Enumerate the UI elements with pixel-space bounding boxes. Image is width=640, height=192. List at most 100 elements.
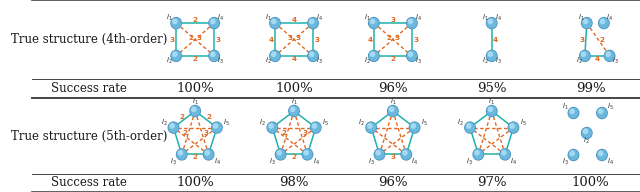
Text: 3: 3 [390,154,396,161]
Text: $I_4$: $I_4$ [312,156,319,166]
Text: 4: 4 [595,56,600,62]
Circle shape [376,151,380,155]
Circle shape [600,18,609,28]
Circle shape [173,52,177,56]
Circle shape [289,106,298,116]
Circle shape [211,19,215,24]
Circle shape [569,150,578,160]
Text: 4: 4 [292,17,296,23]
Circle shape [212,122,222,133]
Text: $I_5$: $I_5$ [322,118,328,128]
Circle shape [302,149,313,160]
Circle shape [582,127,592,138]
Circle shape [570,151,574,156]
Circle shape [486,18,497,29]
Circle shape [170,124,174,128]
Text: $I_4$: $I_4$ [606,13,613,23]
Circle shape [303,150,312,159]
Circle shape [598,151,603,156]
Circle shape [600,19,605,24]
Circle shape [168,122,179,133]
Text: $I_3$: $I_3$ [495,56,502,66]
Circle shape [177,150,186,159]
Text: $I_1$: $I_1$ [166,13,173,23]
Circle shape [271,52,276,56]
Circle shape [488,107,493,112]
Text: $I_4$: $I_4$ [214,156,221,166]
Text: $I_2$: $I_2$ [358,118,365,128]
Text: $I_2$: $I_2$ [259,118,266,128]
Text: $I_4$: $I_4$ [495,13,502,23]
Circle shape [172,18,180,28]
Circle shape [277,151,282,155]
Circle shape [308,51,317,60]
Circle shape [598,109,603,113]
Circle shape [270,50,280,61]
Text: $I_3$: $I_3$ [561,157,568,167]
Text: 2: 2 [189,35,194,41]
Circle shape [375,150,384,159]
Circle shape [569,108,578,118]
Circle shape [271,51,280,60]
Circle shape [500,149,510,160]
Circle shape [467,124,471,128]
Circle shape [275,149,286,160]
Text: $I_1$: $I_1$ [482,13,488,23]
Circle shape [192,107,196,112]
Circle shape [289,105,300,117]
Circle shape [191,106,200,116]
Circle shape [177,149,187,160]
Text: 3: 3 [394,35,399,41]
Circle shape [570,109,574,113]
Text: $I_1$: $I_1$ [364,13,371,23]
Circle shape [367,123,376,132]
Text: 4: 4 [367,36,372,42]
Circle shape [502,151,506,155]
Circle shape [371,19,374,24]
Text: $I_2$: $I_2$ [265,56,272,66]
Text: Success rate: Success rate [51,176,127,190]
Circle shape [308,18,317,28]
Text: $I_3$: $I_3$ [367,156,374,166]
Text: $I_2$: $I_2$ [161,118,167,128]
Circle shape [406,50,417,61]
Circle shape [582,128,591,138]
Text: 97%: 97% [477,176,506,190]
Text: 96%: 96% [378,176,408,190]
Text: $I_1$: $I_1$ [488,97,495,107]
Text: $I_2$: $I_2$ [166,56,173,66]
Circle shape [310,52,314,56]
Text: $I_2$: $I_2$ [576,56,582,66]
Text: Success rate: Success rate [51,82,127,95]
Circle shape [604,50,615,61]
Circle shape [390,107,394,112]
Circle shape [205,151,209,155]
Circle shape [486,50,497,61]
Text: 4: 4 [269,36,274,42]
Text: $I_5$: $I_5$ [607,102,614,112]
Circle shape [369,18,378,28]
Circle shape [580,50,590,61]
Circle shape [291,107,295,112]
Circle shape [270,18,280,29]
Circle shape [406,18,417,29]
Text: 4: 4 [493,36,498,42]
Text: 4: 4 [292,56,296,62]
Circle shape [596,108,607,118]
Circle shape [204,149,214,160]
Circle shape [210,51,219,60]
Text: $I_5$: $I_5$ [223,118,230,128]
Circle shape [474,150,483,159]
Circle shape [190,105,200,117]
Circle shape [580,51,589,60]
Circle shape [276,150,285,159]
Circle shape [486,105,497,117]
Text: $I_4$: $I_4$ [510,156,517,166]
Circle shape [402,150,411,159]
Text: 2: 2 [600,36,605,42]
Circle shape [311,123,320,132]
Text: 3: 3 [390,17,396,23]
Circle shape [310,19,314,24]
Circle shape [598,150,607,160]
Circle shape [401,149,412,160]
